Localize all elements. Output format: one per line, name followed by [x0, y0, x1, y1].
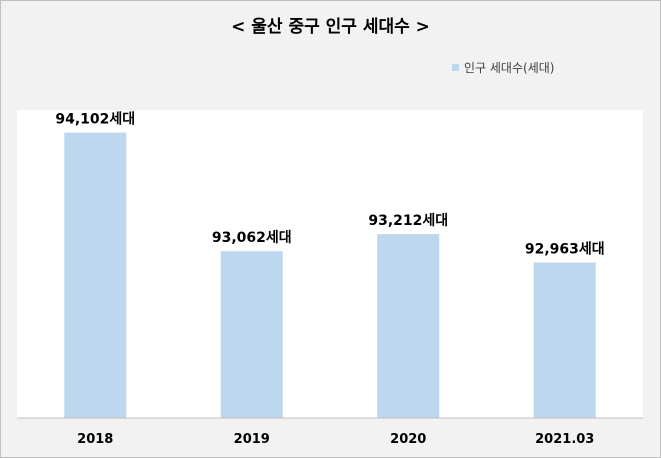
- bar: [377, 234, 440, 418]
- legend-swatch: [452, 63, 459, 71]
- legend: 인구 세대수(세대): [452, 58, 554, 76]
- bar: [64, 132, 127, 418]
- bar: [533, 262, 596, 418]
- data-label: 93,212세대: [368, 213, 448, 229]
- data-label: 92,963세대: [525, 242, 605, 258]
- data-label: 93,062세대: [212, 230, 292, 246]
- x-tick-label: 2020: [390, 432, 426, 447]
- bar: [220, 251, 283, 418]
- legend-label: 인구 세대수(세대): [464, 60, 555, 75]
- x-tick-label: 2018: [77, 432, 113, 447]
- x-tick-label: 2021.03: [535, 432, 594, 447]
- data-label: 94,102세대: [55, 112, 135, 128]
- chart-title: < 울산 중구 인구 세대수 >: [231, 17, 430, 37]
- x-tick-label: 2019: [234, 432, 270, 447]
